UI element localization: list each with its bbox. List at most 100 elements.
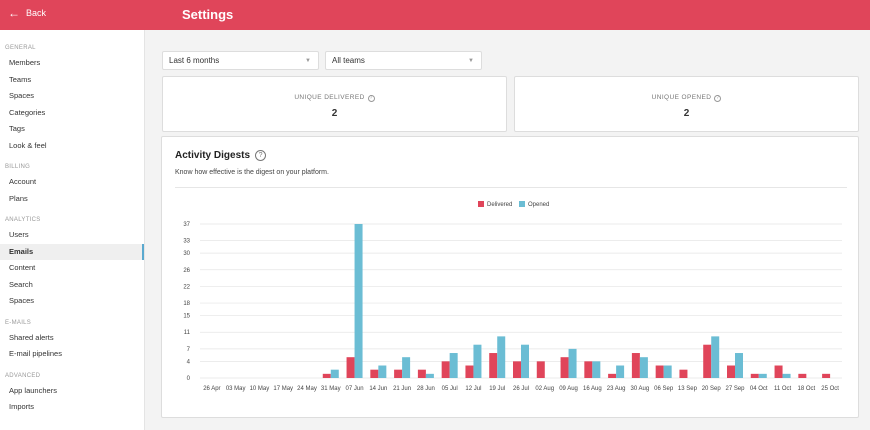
chart-title: Activity Digests xyxy=(175,150,251,161)
y-tick-label: 26 xyxy=(183,268,190,274)
sidebar-item-categories[interactable]: Categories xyxy=(9,107,46,117)
bar-delivered xyxy=(774,365,783,378)
x-tick-label: 23 Aug xyxy=(607,386,626,392)
bar-delivered xyxy=(822,373,831,378)
bar-delivered xyxy=(631,353,640,378)
bar-delivered xyxy=(513,361,521,378)
bar-opened xyxy=(378,365,387,378)
sidebar-item-users[interactable]: Users xyxy=(9,230,29,239)
stat-value-delivered: 2 xyxy=(331,108,338,119)
top-bar: ← Back Settings xyxy=(0,0,870,30)
bar-delivered xyxy=(394,369,403,378)
sidebar-item-app-launchers[interactable]: App launchers xyxy=(9,385,57,395)
bar-opened xyxy=(711,336,720,378)
sidebar-item-shared-alerts[interactable]: Shared alerts xyxy=(9,332,54,342)
x-tick-label: 18 Oct xyxy=(797,386,815,392)
bar-delivered xyxy=(346,357,355,378)
stat-label-delivered: UNIQUE DELIVERED xyxy=(294,94,365,101)
bar-delivered xyxy=(750,373,759,378)
bar-delivered xyxy=(441,361,450,378)
sidebar-item-spaces[interactable]: Spaces xyxy=(9,91,35,100)
bar-opened xyxy=(330,369,339,378)
stat-value-opened: 2 xyxy=(683,108,690,119)
y-tick-label: 15 xyxy=(183,314,190,320)
bar-delivered xyxy=(322,373,331,378)
divider xyxy=(175,187,847,188)
x-tick-label: 03 May xyxy=(226,386,246,392)
x-tick-label: 14 Jun xyxy=(369,386,387,392)
bar-delivered xyxy=(703,344,712,378)
back-button[interactable]: ← Back xyxy=(8,7,46,19)
sidebar-item-teams[interactable]: Teams xyxy=(9,74,32,84)
bar-delivered xyxy=(727,365,735,378)
sidebar-item-e-mail-pipelines[interactable]: E-mail pipelines xyxy=(9,349,62,358)
teams-select[interactable]: All teams ▼ xyxy=(325,51,482,70)
x-tick-label: 11 Oct xyxy=(774,386,792,392)
bar-delivered xyxy=(584,361,593,378)
y-tick-label: 18 xyxy=(183,301,190,307)
sidebar-section-title: E-MAILS xyxy=(5,319,32,326)
bar-opened xyxy=(354,224,363,378)
bar-delivered xyxy=(465,365,474,378)
bar-delivered xyxy=(608,373,617,378)
activity-chart: 0 4 7 11 15 18 22 26 30 33 37 26 Apr 03 May 10 May 17 … xyxy=(183,201,842,392)
sidebar-section-title: ADVANCED xyxy=(5,372,41,379)
period-select[interactable]: Last 6 months ▼ xyxy=(162,51,319,70)
bar-opened xyxy=(568,348,577,378)
bar-delivered xyxy=(536,361,545,378)
x-tick-label: 02 Aug xyxy=(535,386,554,392)
sidebar-item-tags[interactable]: Tags xyxy=(9,124,25,133)
x-tick-label: 27 Sep xyxy=(725,386,745,392)
x-tick-label: 21 Jun xyxy=(393,386,411,392)
y-tick-label: 30 xyxy=(183,251,190,257)
help-icon[interactable]: ? xyxy=(714,95,722,102)
bar-opened xyxy=(521,344,529,378)
bar-delivered xyxy=(679,369,688,378)
x-tick-label: 09 Aug xyxy=(559,386,578,392)
bar-opened xyxy=(425,373,434,378)
sidebar-item-search[interactable]: Search xyxy=(9,279,33,289)
x-tick-label: 28 Jun xyxy=(417,386,435,392)
sidebar-item-look-feel[interactable]: Look & feel xyxy=(9,140,47,150)
x-tick-label: 31 May xyxy=(321,386,341,392)
sidebar-item-emails[interactable]: Emails xyxy=(0,243,144,260)
sidebar-section-title: GENERAL xyxy=(5,45,36,51)
x-tick-label: 20 Sep xyxy=(702,386,722,392)
bar-delivered xyxy=(417,369,426,378)
caret-down-icon: ▼ xyxy=(468,58,474,64)
sidebar-item-members[interactable]: Members xyxy=(9,58,41,67)
x-tick-label: 13 Sep xyxy=(678,386,698,392)
period-select-value: Last 6 months xyxy=(169,56,220,65)
y-tick-label: 11 xyxy=(184,330,191,336)
bar-delivered xyxy=(655,365,664,378)
sidebar-item-plans[interactable]: Plans xyxy=(9,193,28,203)
legend-label-opened: Opened xyxy=(528,202,549,208)
y-tick-label: 33 xyxy=(183,239,190,245)
sidebar-item-account[interactable]: Account xyxy=(9,177,37,186)
sidebar-section-title: BILLING xyxy=(5,164,31,170)
sidebar-item-content[interactable]: Content xyxy=(9,263,36,272)
bar-opened xyxy=(639,357,648,378)
x-tick-label: 16 Aug xyxy=(583,386,602,392)
bar-opened xyxy=(497,336,506,378)
y-tick-label: 7 xyxy=(187,347,191,353)
sidebar: GENERAL Members Teams Spaces Categories Tags L… xyxy=(0,30,145,430)
sidebar-item-spaces[interactable]: Spaces xyxy=(9,296,35,305)
activity-digests-card: Activity Digests ? Know how effective is… xyxy=(161,136,859,418)
bar-opened xyxy=(782,373,791,378)
help-icon[interactable]: ? xyxy=(367,95,375,102)
page-title: Settings xyxy=(182,7,234,22)
bar-delivered xyxy=(798,373,807,378)
chart-subtitle: Know how effective is the digest on your… xyxy=(175,169,329,176)
sidebar-section-title: ANALYTICS xyxy=(5,217,41,223)
stat-card-delivered: UNIQUE DELIVERED? 2 xyxy=(162,76,507,132)
x-tick-label: 26 Jul xyxy=(513,386,529,392)
sidebar-item-imports[interactable]: Imports xyxy=(9,402,35,411)
y-tick-label: 4 xyxy=(187,359,191,365)
caret-down-icon: ▼ xyxy=(305,58,311,64)
legend-swatch-delivered xyxy=(478,201,484,207)
bar-opened xyxy=(616,365,625,378)
help-icon[interactable]: ? xyxy=(255,150,267,161)
x-tick-label: 05 Jul xyxy=(442,386,458,392)
x-tick-label: 12 Jul xyxy=(465,386,481,392)
